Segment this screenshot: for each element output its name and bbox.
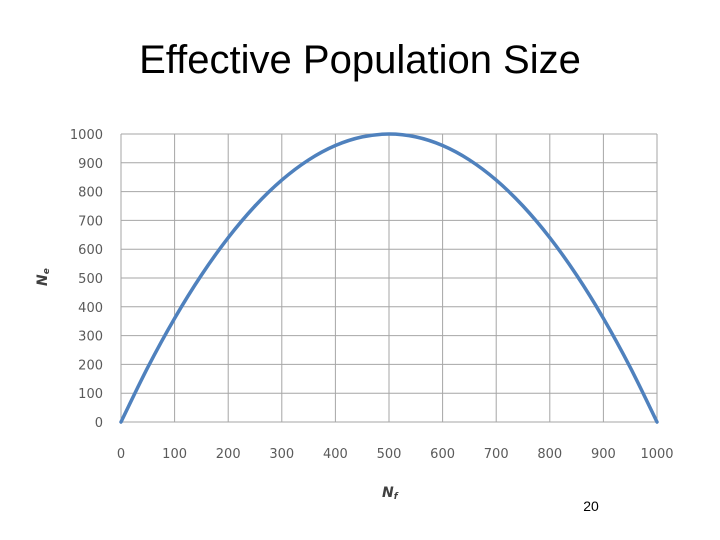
x-axis-label-main: N (382, 485, 394, 501)
y-tick-label: 1000 (70, 128, 103, 143)
y-tick-label: 0 (95, 416, 103, 431)
x-tick-label: 1000 (640, 447, 673, 462)
y-tick-label: 400 (78, 301, 103, 316)
y-axis-label-sub: e (42, 268, 52, 274)
x-tick-label: 700 (484, 447, 509, 462)
y-tick-label: 100 (78, 387, 103, 402)
x-tick-label: 200 (216, 447, 241, 462)
page-number: 20 (583, 498, 599, 514)
y-tick-labels: 0 100 200 300 400 500 600 700 800 900 1000 (70, 128, 103, 431)
y-tick-label: 600 (78, 243, 103, 258)
x-tick-label: 600 (430, 447, 455, 462)
x-tick-label: 400 (323, 447, 348, 462)
series-line (119, 132, 659, 424)
y-tick-label: 300 (78, 330, 103, 345)
y-tick-label: 700 (78, 214, 103, 229)
x-tick-labels: 0 100 200 300 400 500 600 700 800 900 1000 (117, 447, 674, 462)
x-tick-label: 900 (591, 447, 616, 462)
x-axis-label: Nf (382, 485, 399, 502)
slide-title: Effective Population Size (139, 38, 581, 82)
y-tick-label: 500 (78, 272, 103, 287)
y-tick-label: 800 (78, 186, 103, 201)
y-tick-label: 900 (78, 157, 103, 172)
y-axis-label-main: N (35, 274, 51, 286)
y-tick-label: 200 (78, 358, 103, 373)
x-tick-label: 300 (269, 447, 294, 462)
x-tick-label: 500 (377, 447, 402, 462)
x-tick-label: 0 (117, 447, 125, 462)
x-tick-label: 100 (162, 447, 187, 462)
x-axis-label-sub: f (394, 492, 399, 502)
y-axis-label: Ne (35, 268, 52, 286)
x-tick-label: 800 (537, 447, 562, 462)
